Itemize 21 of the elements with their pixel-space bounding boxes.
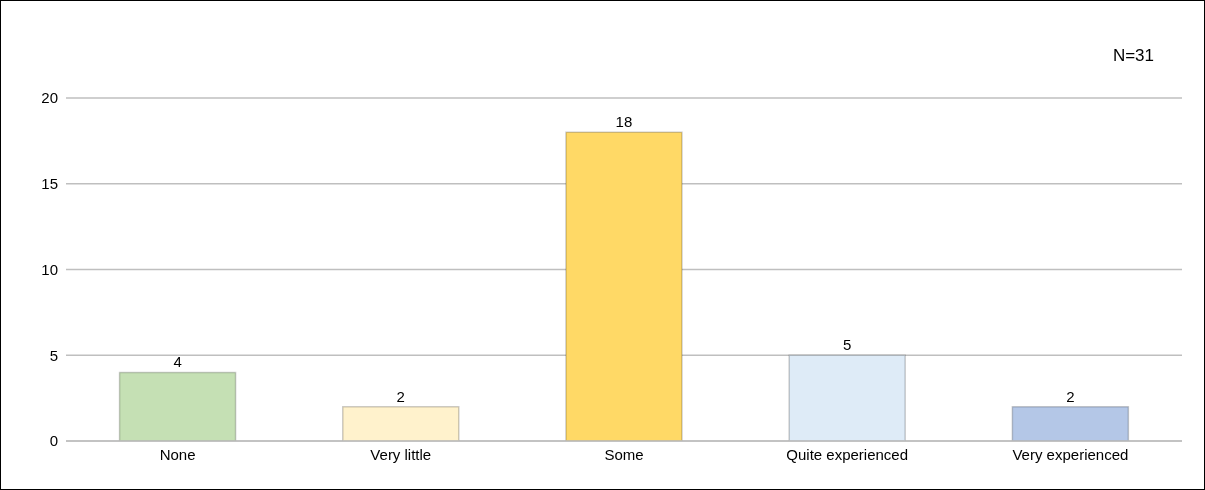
y-tick-label: 15: [41, 175, 58, 193]
y-tick-label: 20: [41, 89, 58, 107]
x-tick-label: Very little: [370, 445, 432, 463]
x-tick-label: Very experienced: [1012, 445, 1129, 463]
data-label: 2: [1066, 387, 1075, 405]
x-tick-label: None: [159, 445, 196, 463]
text: N=31: [1112, 46, 1154, 66]
data-label: 18: [615, 113, 633, 131]
data-label: 4: [173, 353, 182, 371]
y-tick-label: 10: [41, 260, 58, 278]
bar: [342, 405, 460, 441]
y-tick-label: 5: [49, 346, 58, 364]
bar: [118, 371, 237, 441]
data-label: 5: [843, 336, 852, 354]
bar: [788, 354, 906, 441]
bar: [565, 131, 683, 441]
bar: [1011, 405, 1130, 441]
y-tick-label: 0: [49, 432, 58, 450]
x-tick-label: Quite experienced: [786, 445, 909, 463]
x-tick-label: Some: [604, 445, 644, 463]
data-label: 2: [396, 387, 405, 405]
